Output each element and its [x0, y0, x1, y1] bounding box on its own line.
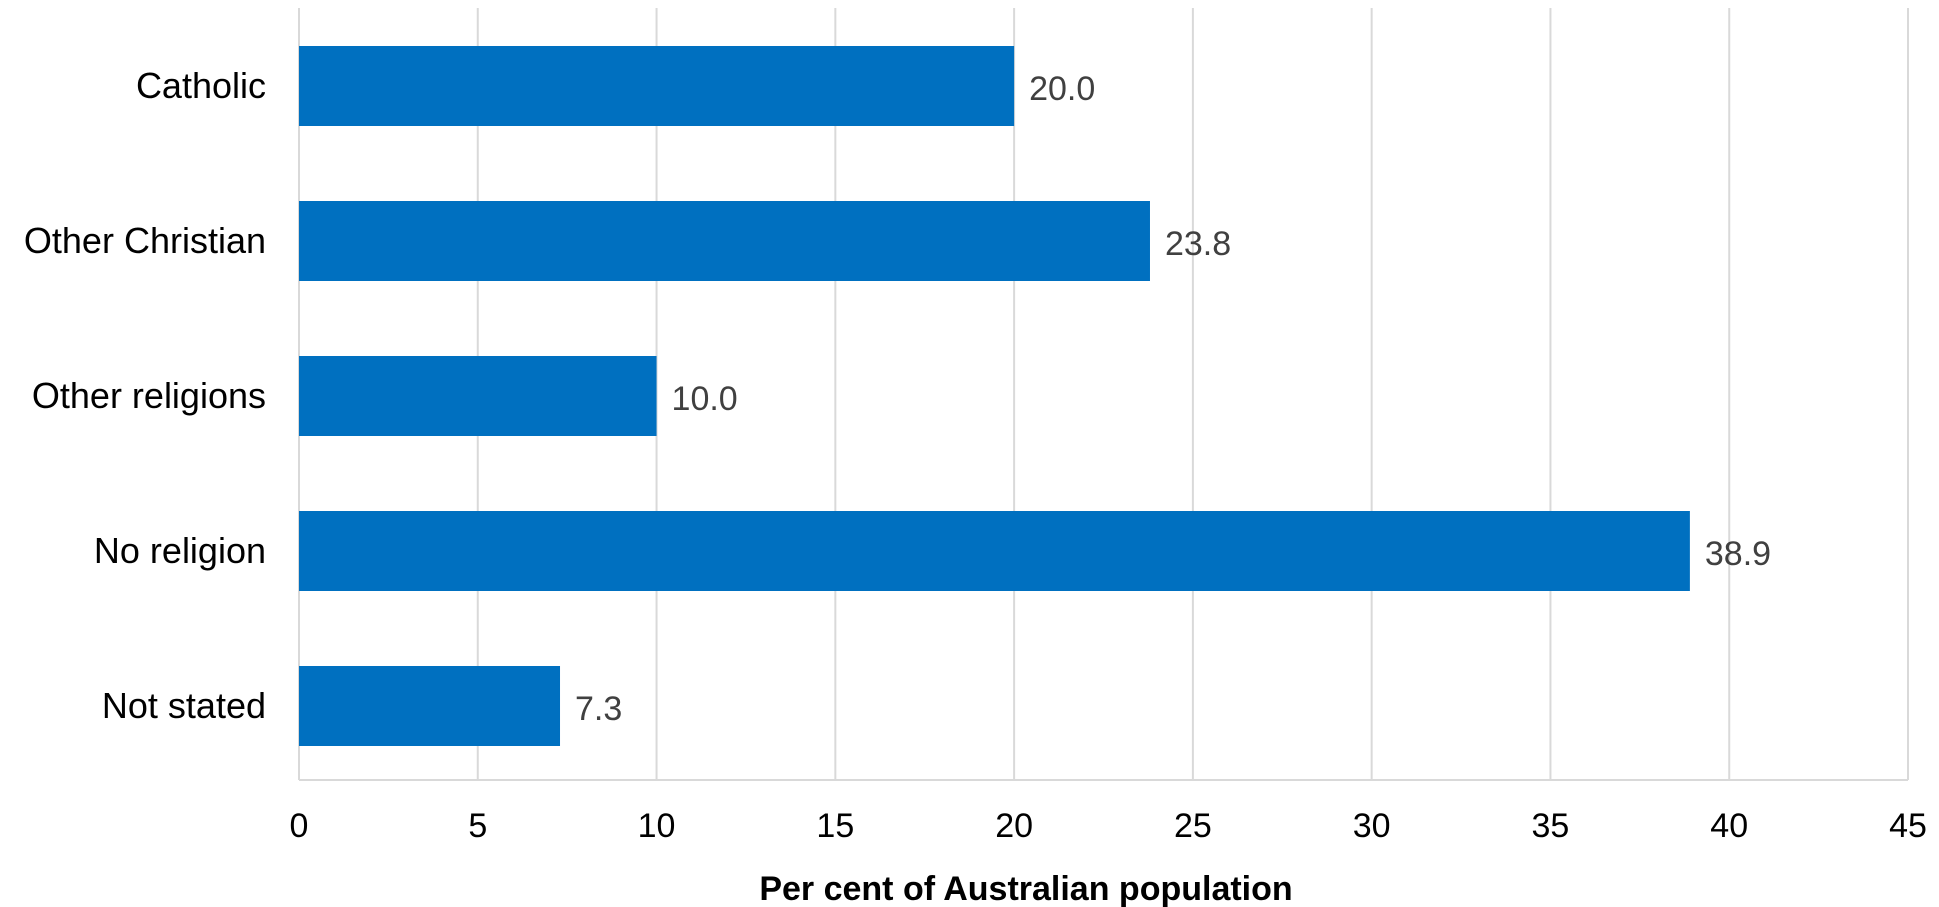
category-label: Not stated	[102, 685, 266, 726]
x-tick-label: 40	[1710, 807, 1748, 845]
data-label: 7.3	[575, 690, 622, 728]
x-axis-title: Per cent of Australian population	[759, 870, 1292, 907]
bar	[299, 666, 561, 746]
data-label: 10.0	[672, 380, 738, 418]
data-label: 38.9	[1705, 535, 1771, 573]
x-tick-label: 25	[1174, 807, 1212, 845]
data-label: 20.0	[1029, 70, 1095, 108]
category-labels: Catholic Other Christian Other religions No…	[24, 65, 266, 726]
bar	[299, 46, 1015, 126]
x-tick-label: 45	[1889, 807, 1927, 845]
x-tick-label: 30	[1353, 807, 1391, 845]
x-tick-label: 35	[1532, 807, 1570, 845]
bar	[299, 356, 657, 436]
x-tick-labels: 0 5 10 15 20 25 30 35 40 45	[290, 807, 1927, 845]
gridlines	[298, 8, 1909, 781]
category-label: Other Christian	[24, 220, 266, 261]
x-tick-label: 5	[468, 807, 487, 845]
bar	[299, 511, 1690, 591]
x-tick-label: 10	[638, 807, 676, 845]
bars	[299, 46, 1690, 746]
category-label: No religion	[94, 530, 266, 571]
x-tick-label: 15	[816, 807, 854, 845]
category-label: Other religions	[32, 375, 266, 416]
data-labels: 20.0 23.8 10.0 38.9 7.3	[575, 70, 1771, 728]
x-tick-label: 0	[290, 807, 309, 845]
bar	[299, 201, 1150, 281]
category-label: Catholic	[136, 65, 266, 106]
x-tick-label: 20	[995, 807, 1033, 845]
data-label: 23.8	[1165, 225, 1231, 263]
